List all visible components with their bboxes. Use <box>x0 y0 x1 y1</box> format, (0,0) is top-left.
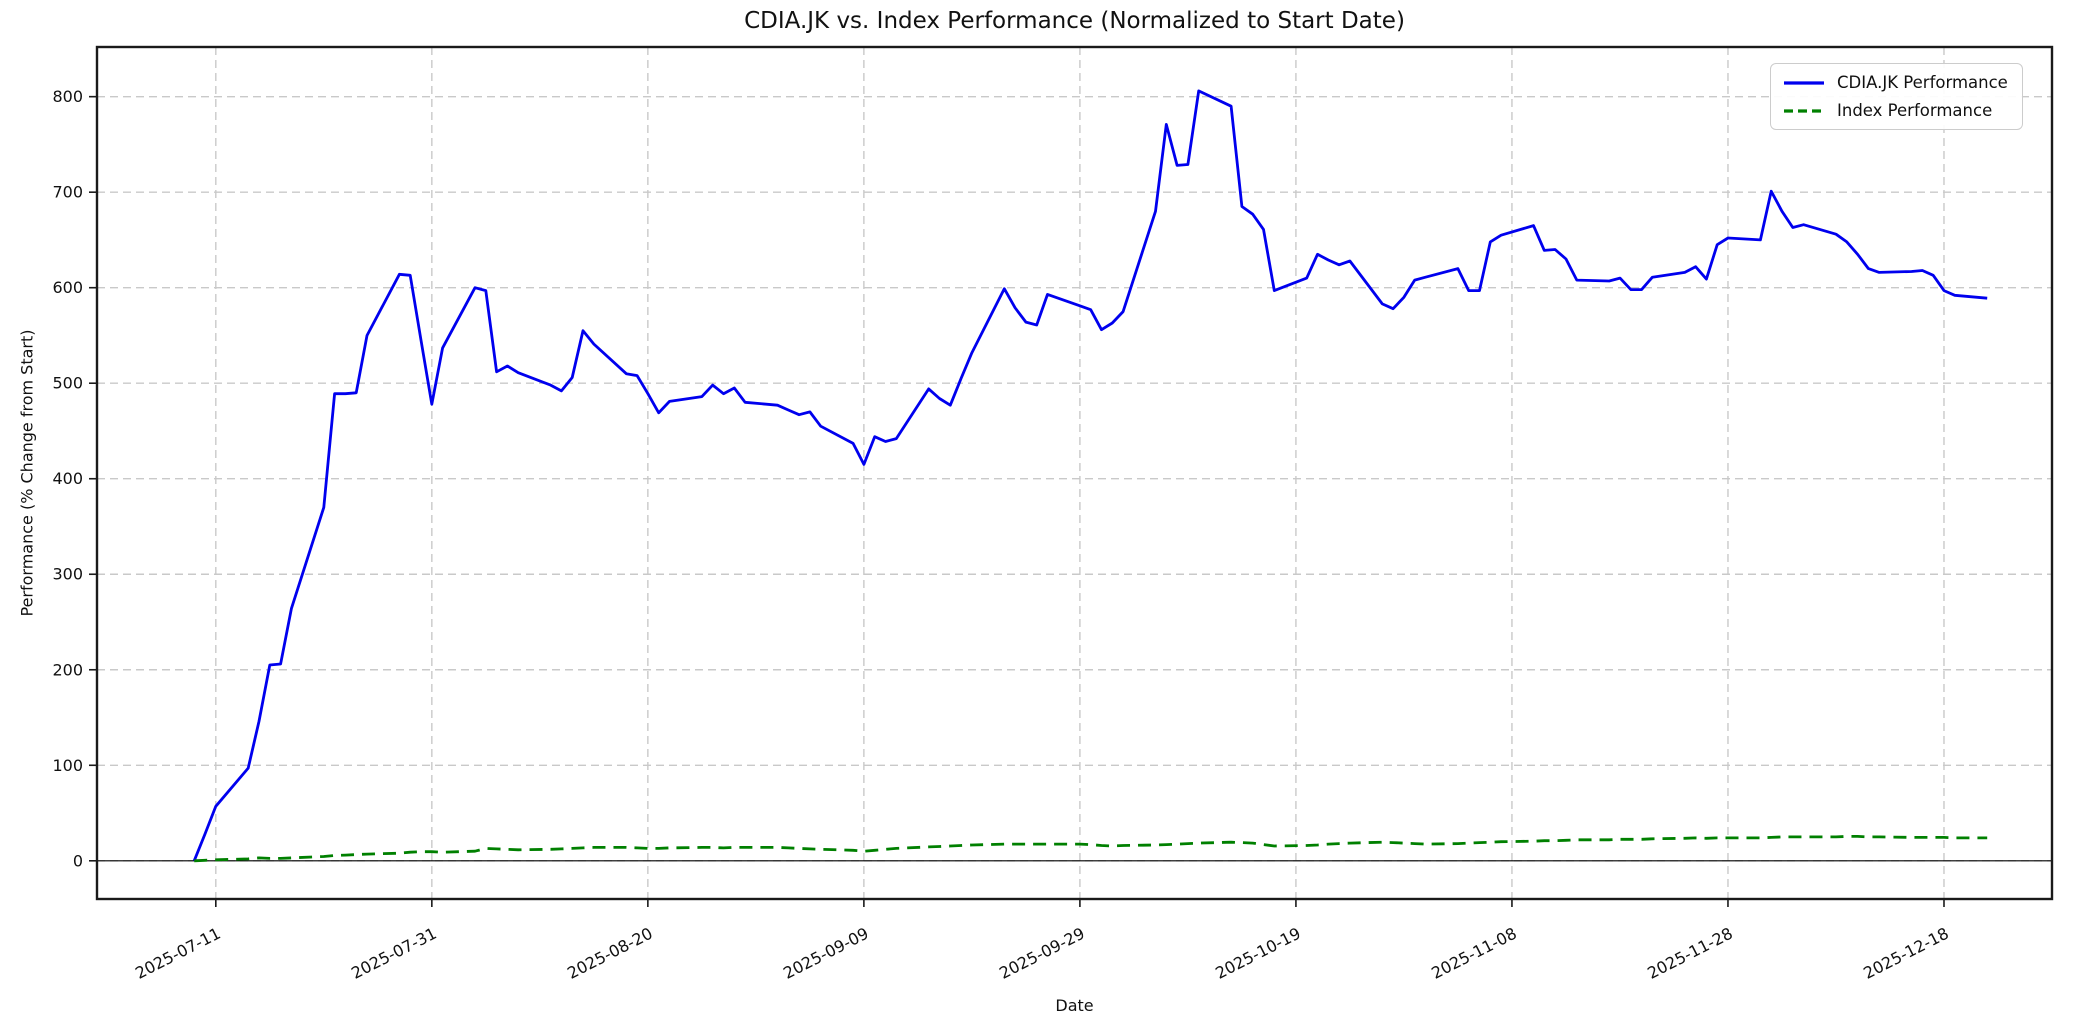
y-tick-label: 500 <box>52 374 83 393</box>
cdia-jk-performance-line <box>192 89 1988 862</box>
x-tick-label: 2025-09-09 <box>780 924 871 983</box>
legend-label-cdia: CDIA.JK Performance <box>1837 73 2008 92</box>
legend-item-cdia: CDIA.JK Performance <box>1783 73 2008 92</box>
chart-title: CDIA.JK vs. Index Performance (Normalize… <box>744 8 1405 34</box>
plot-border <box>95 45 2054 901</box>
x-tick-label: 2025-07-31 <box>348 924 439 983</box>
legend: CDIA.JK Performance Index Performance <box>1770 63 2023 130</box>
x-tick-label: 2025-10-19 <box>1212 924 1303 983</box>
y-tick-label: 700 <box>52 183 83 202</box>
x-axis-label: Date <box>1055 996 1094 1015</box>
y-tick-label: 800 <box>52 87 83 106</box>
x-tick-label: 2025-12-18 <box>1860 924 1951 983</box>
y-tick-label: 200 <box>52 660 83 679</box>
index-performance-line <box>194 835 1988 863</box>
x-tick-label: 2025-07-11 <box>132 924 223 983</box>
y-tick-label: 600 <box>52 278 83 297</box>
index-line-sample-icon <box>1784 108 1824 113</box>
legend-item-index: Index Performance <box>1783 101 2008 120</box>
cdia-line-sample-icon <box>1784 80 1824 85</box>
legend-label-index: Index Performance <box>1837 101 1993 120</box>
x-tick-label: 2025-09-29 <box>996 924 1087 983</box>
x-tick-label: 2025-11-28 <box>1644 924 1735 983</box>
y-tick-label: 0 <box>73 851 83 870</box>
y-axis-label: Performance (% Change from Start) <box>17 329 37 617</box>
y-tick-label: 100 <box>52 756 83 775</box>
x-tick-label: 2025-08-20 <box>564 924 655 983</box>
y-tick-label: 300 <box>52 565 83 584</box>
x-tick-label: 2025-11-08 <box>1428 924 1519 983</box>
y-tick-label: 400 <box>52 469 83 488</box>
